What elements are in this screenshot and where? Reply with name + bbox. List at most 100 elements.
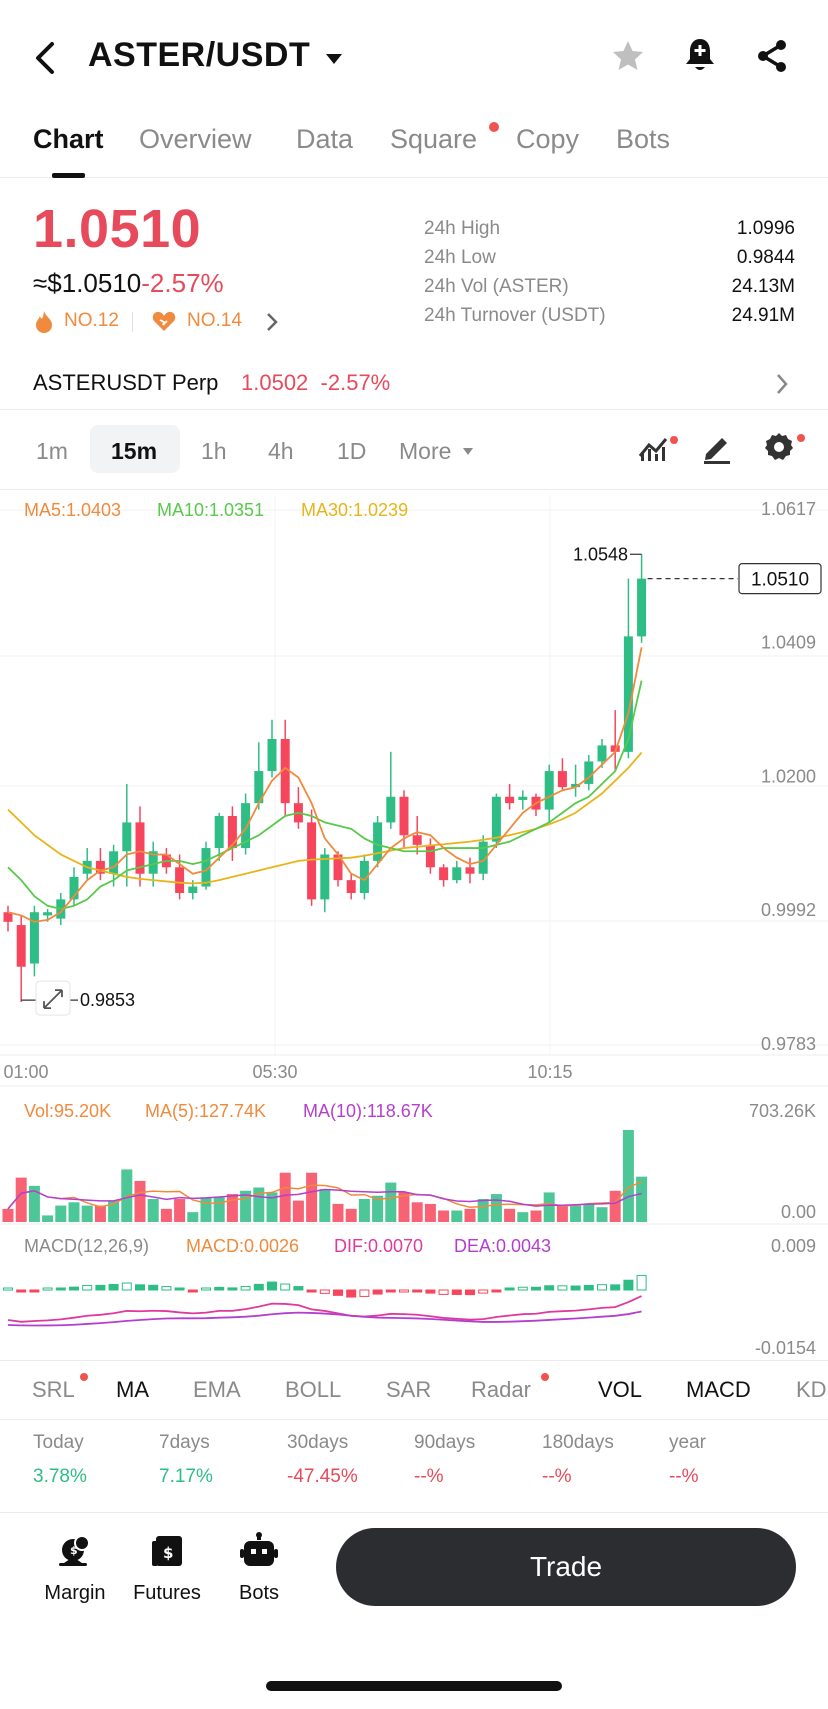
indicator-ma[interactable]: MA <box>116 1377 149 1402</box>
chevron-right-icon[interactable] <box>265 312 279 332</box>
macd-value: MACD:0.0026 <box>186 1236 300 1256</box>
candle <box>29 912 39 964</box>
volume-bar <box>411 1202 423 1222</box>
rank-fav[interactable]: NO.14 <box>187 310 242 331</box>
volume-bar <box>451 1210 463 1222</box>
indicator-srl[interactable]: SRL <box>32 1377 75 1402</box>
macd-bar <box>372 1289 383 1295</box>
trade-button[interactable]: Trade <box>336 1528 796 1606</box>
indicator-vol[interactable]: VOL <box>598 1377 643 1402</box>
gear-icon[interactable] <box>762 430 796 464</box>
tab-bots[interactable]: Bots <box>616 124 671 154</box>
candle <box>280 739 290 804</box>
back-icon[interactable] <box>30 38 60 78</box>
price-usd: ≈$1.0510-2.57% <box>33 268 224 298</box>
ma10-legend: MA10:1.0351 <box>157 500 265 520</box>
interval-bar: 1m 15m 1h 4h 1D More <box>0 420 828 490</box>
ma10-line <box>7 680 643 910</box>
nav-futures-label: Futures <box>133 1582 201 1604</box>
macd-bar <box>214 1286 225 1291</box>
interval-4h[interactable]: 4h <box>268 438 294 464</box>
indicator-radar[interactable]: Radar <box>471 1377 531 1402</box>
candle <box>557 771 567 788</box>
tab-copy[interactable]: Copy <box>516 124 580 154</box>
chart-area[interactable]: 1.0617 1.0409 1.0200 0.9992 0.9783 01:00 05:30… <box>0 490 828 1360</box>
candle <box>399 796 409 836</box>
srl-dot <box>80 1373 88 1381</box>
nav-futures[interactable]: $ Futures <box>112 1520 222 1605</box>
nav-margin[interactable]: $ Margin <box>20 1520 130 1605</box>
interval-1h[interactable]: 1h <box>201 438 227 464</box>
macd-bar <box>280 1283 291 1291</box>
candle <box>597 745 607 762</box>
volume-bar <box>490 1194 502 1222</box>
heart-icon <box>152 311 176 331</box>
interval-1d[interactable]: 1D <box>337 438 367 464</box>
tab-overview[interactable]: Overview <box>139 124 252 154</box>
macd-bar <box>544 1285 555 1291</box>
pair-title[interactable]: ASTER/USDT <box>88 36 311 74</box>
perp-row[interactable]: ASTERUSDT Perp 1.0502 -2.57% <box>0 364 828 410</box>
volume-bar <box>68 1202 80 1222</box>
volume-bar <box>160 1208 172 1222</box>
candle <box>95 860 105 874</box>
macd-bar <box>69 1286 79 1291</box>
stat-vol-label: 24h Vol (ASTER) <box>424 276 569 297</box>
tab-data[interactable]: Data <box>296 124 354 154</box>
tab-square[interactable]: Square <box>390 124 478 154</box>
volume-bar <box>147 1199 159 1222</box>
stat-high: 1.0996 <box>736 218 795 239</box>
y-tick-label: 1.0200 <box>761 767 816 787</box>
volume-bar <box>319 1189 331 1222</box>
indicator-boll[interactable]: BOLL <box>285 1377 342 1402</box>
macd-max-label: 0.009 <box>770 1236 816 1256</box>
volume-bar <box>570 1205 582 1222</box>
volume-bar <box>187 1212 199 1222</box>
volume-bar <box>121 1169 133 1222</box>
indicator-kd[interactable]: KD <box>796 1377 827 1402</box>
vol-legend: Vol:95.20K <box>24 1101 112 1121</box>
indicator-sar[interactable]: SAR <box>386 1377 432 1402</box>
nav-bots[interactable]: Bots <box>204 1520 314 1605</box>
home-indicator <box>266 1681 562 1691</box>
macd-bar <box>465 1289 475 1296</box>
interval-15m[interactable]: 15m <box>111 438 158 464</box>
rank-hot[interactable]: NO.12 <box>64 310 119 331</box>
star-icon[interactable] <box>610 38 646 74</box>
perf-label-7days: 7days <box>159 1432 210 1453</box>
macd-bar <box>121 1282 132 1291</box>
macd-bar <box>346 1289 357 1298</box>
volume-bar <box>398 1192 410 1222</box>
indicator-ema[interactable]: EMA <box>193 1377 241 1402</box>
volume-bar <box>81 1205 93 1222</box>
volume-bar <box>358 1199 370 1222</box>
low-marker-label: 0.9853 <box>80 990 135 1010</box>
chevron-right-icon[interactable] <box>774 372 790 396</box>
candle <box>478 841 488 874</box>
share-icon[interactable] <box>754 38 790 74</box>
interval-1m[interactable]: 1m <box>36 438 68 464</box>
volume-bar <box>596 1207 608 1222</box>
macd-bar <box>240 1285 251 1291</box>
macd-bar <box>425 1289 436 1294</box>
dea-value: DEA:0.0043 <box>454 1236 552 1256</box>
vol-ma10-line <box>7 1188 642 1210</box>
indicator-macd[interactable]: MACD <box>686 1377 751 1402</box>
candle <box>188 886 198 893</box>
draw-pencil-icon[interactable] <box>700 430 734 464</box>
stat-turnover: 24.91M <box>731 305 795 326</box>
perp-price: 1.0502 -2.57% <box>241 370 391 395</box>
header: ASTER/USDT <box>0 0 828 110</box>
interval-more[interactable]: More <box>399 438 452 464</box>
caret-down-icon[interactable] <box>324 52 344 66</box>
macd-bar <box>399 1289 409 1293</box>
tab-chart[interactable]: Chart <box>33 124 104 154</box>
dif-line <box>7 1295 642 1323</box>
volume-bar <box>372 1195 384 1222</box>
macd-bar <box>412 1289 423 1293</box>
macd-bar <box>583 1284 594 1291</box>
indicator-icon[interactable] <box>636 430 670 464</box>
candle <box>267 739 277 772</box>
bell-icon[interactable] <box>682 36 718 74</box>
candlestick-chart[interactable]: 1.0617 1.0409 1.0200 0.9992 0.9783 01:00 05:30… <box>0 490 828 1360</box>
